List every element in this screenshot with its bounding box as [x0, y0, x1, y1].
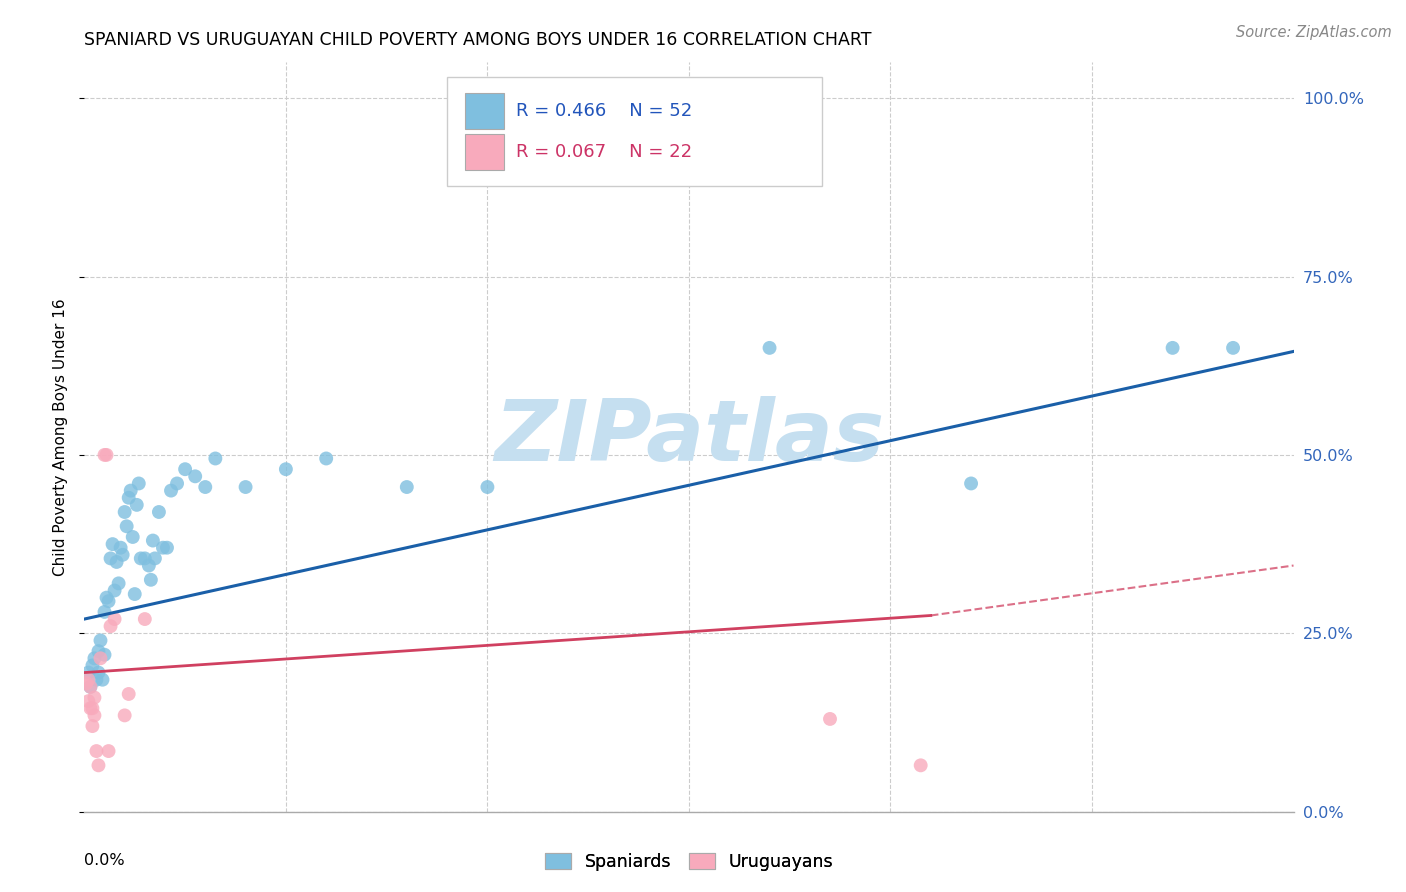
Point	[96, 591, 118, 605]
Point	[115, 519, 138, 533]
Point	[818, 712, 841, 726]
Text: Source: ZipAtlas.com: Source: ZipAtlas.com	[1236, 25, 1392, 40]
FancyBboxPatch shape	[465, 93, 503, 129]
Point	[77, 673, 100, 687]
Point	[91, 673, 114, 687]
Point	[134, 551, 156, 566]
Point	[101, 537, 124, 551]
Point	[100, 619, 122, 633]
Point	[120, 483, 142, 498]
Point	[124, 587, 146, 601]
Point	[960, 476, 983, 491]
Point	[114, 708, 136, 723]
Point	[184, 469, 207, 483]
Point	[148, 505, 170, 519]
Point	[82, 701, 104, 715]
Point	[166, 476, 188, 491]
FancyBboxPatch shape	[447, 78, 823, 186]
Point	[79, 680, 101, 694]
Point	[111, 548, 134, 562]
Point	[83, 690, 105, 705]
Point	[274, 462, 297, 476]
Point	[79, 701, 101, 715]
Point	[118, 491, 141, 505]
Point	[235, 480, 257, 494]
Point	[139, 573, 162, 587]
Point	[1222, 341, 1244, 355]
Legend: Spaniards, Uruguayans: Spaniards, Uruguayans	[538, 846, 839, 878]
Point	[156, 541, 179, 555]
Point	[77, 694, 100, 708]
FancyBboxPatch shape	[465, 135, 503, 170]
Point	[96, 448, 118, 462]
Point	[87, 644, 110, 658]
Point	[107, 576, 129, 591]
Point	[315, 451, 337, 466]
Text: 0.0%: 0.0%	[84, 853, 125, 868]
Point	[82, 719, 104, 733]
Point	[194, 480, 217, 494]
Point	[75, 676, 97, 690]
Point	[910, 758, 932, 772]
Point	[100, 551, 122, 566]
Point	[118, 687, 141, 701]
Point	[105, 555, 128, 569]
Point	[152, 541, 174, 555]
Point	[138, 558, 160, 573]
Point	[395, 480, 418, 494]
Point	[104, 612, 127, 626]
Y-axis label: Child Poverty Among Boys Under 16: Child Poverty Among Boys Under 16	[53, 298, 69, 576]
Point	[1161, 341, 1184, 355]
Point	[93, 648, 115, 662]
Point	[758, 341, 780, 355]
Point	[93, 448, 115, 462]
Point	[89, 633, 111, 648]
Point	[79, 680, 101, 694]
Point	[104, 583, 127, 598]
Point	[83, 651, 105, 665]
Point	[82, 658, 104, 673]
Point	[174, 462, 197, 476]
Point	[129, 551, 152, 566]
Point	[86, 673, 108, 687]
Point	[114, 505, 136, 519]
Point	[86, 744, 108, 758]
Point	[97, 594, 120, 608]
Point	[121, 530, 143, 544]
Point	[142, 533, 165, 548]
Point	[83, 708, 105, 723]
Point	[477, 480, 499, 494]
Point	[97, 744, 120, 758]
Point	[160, 483, 183, 498]
Point	[93, 605, 115, 619]
Point	[77, 665, 100, 680]
Point	[204, 451, 226, 466]
Point	[125, 498, 148, 512]
Text: R = 0.067    N = 22: R = 0.067 N = 22	[516, 144, 692, 161]
Point	[143, 551, 166, 566]
Point	[134, 612, 156, 626]
Point	[89, 651, 111, 665]
Text: ZIPatlas: ZIPatlas	[494, 395, 884, 479]
Text: SPANIARD VS URUGUAYAN CHILD POVERTY AMONG BOYS UNDER 16 CORRELATION CHART: SPANIARD VS URUGUAYAN CHILD POVERTY AMON…	[84, 31, 872, 49]
Point	[87, 758, 110, 772]
Point	[87, 665, 110, 680]
Text: R = 0.466    N = 52: R = 0.466 N = 52	[516, 103, 692, 120]
Point	[128, 476, 150, 491]
Point	[110, 541, 132, 555]
